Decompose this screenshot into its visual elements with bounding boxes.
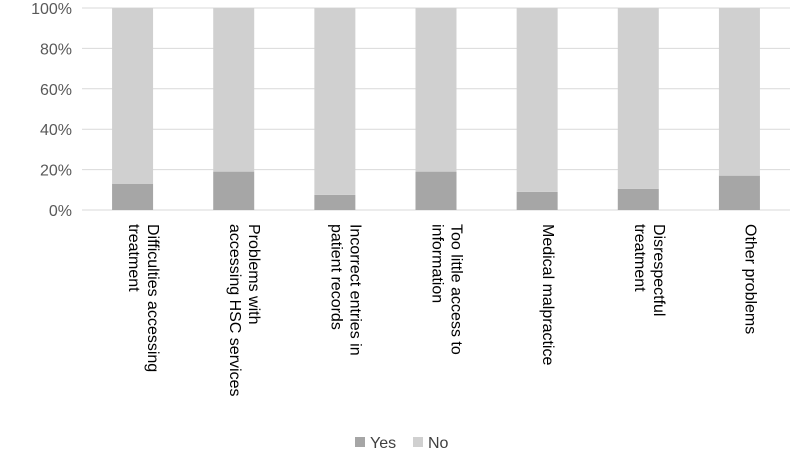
bar-segment-no	[718, 8, 760, 176]
legend-label-no: No	[428, 435, 449, 452]
bar-segment-no	[516, 8, 558, 192]
y-tick-label: 100%	[31, 1, 72, 18]
bar-segment-yes	[516, 191, 558, 210]
x-tick-label: accessing HSC services	[226, 224, 243, 397]
bar-segment-yes	[314, 194, 356, 210]
bar-segment-no	[213, 8, 255, 172]
bar-segment-no	[617, 8, 659, 189]
bar-segment-yes	[718, 175, 760, 210]
x-tick-label: Other problems	[741, 224, 758, 334]
bar-segment-yes	[213, 171, 255, 210]
x-tick-label: Medical malpractice	[539, 224, 556, 365]
bar-segment-no	[415, 8, 457, 172]
y-tick-label: 0%	[49, 203, 72, 220]
x-tick-label: information	[429, 224, 446, 303]
bar-segment-yes	[415, 171, 457, 210]
bar-segment-no	[314, 8, 356, 195]
legend: Yes No	[355, 435, 449, 452]
bar-segment-yes	[112, 183, 154, 210]
x-tick-label: treatment	[125, 224, 142, 292]
x-tick-label: Too little access to	[448, 224, 465, 355]
x-tick-label: patient records	[327, 224, 344, 330]
y-tick-label: 40%	[40, 122, 72, 139]
bar-segment-yes	[617, 188, 659, 210]
x-tick-label: treatment	[631, 224, 648, 292]
x-tick-label: Problems with	[245, 224, 262, 324]
legend-label-yes: Yes	[370, 435, 396, 452]
x-tick-label: Difficulties accessing	[144, 224, 161, 372]
bars	[112, 8, 760, 210]
y-tick-label: 60%	[40, 82, 72, 99]
y-tick-label: 80%	[40, 41, 72, 58]
x-tick-label: Disrespectful	[650, 224, 667, 316]
x-tick-label: Incorrect entries in	[346, 224, 363, 356]
y-tick-label: 20%	[40, 163, 72, 180]
legend-swatch-no	[413, 437, 423, 447]
bar-segment-no	[112, 8, 154, 184]
legend-swatch-yes	[355, 437, 365, 447]
axes: 0% 20% 40% 60% 80% 100% Difficulties accessing…	[31, 1, 758, 397]
